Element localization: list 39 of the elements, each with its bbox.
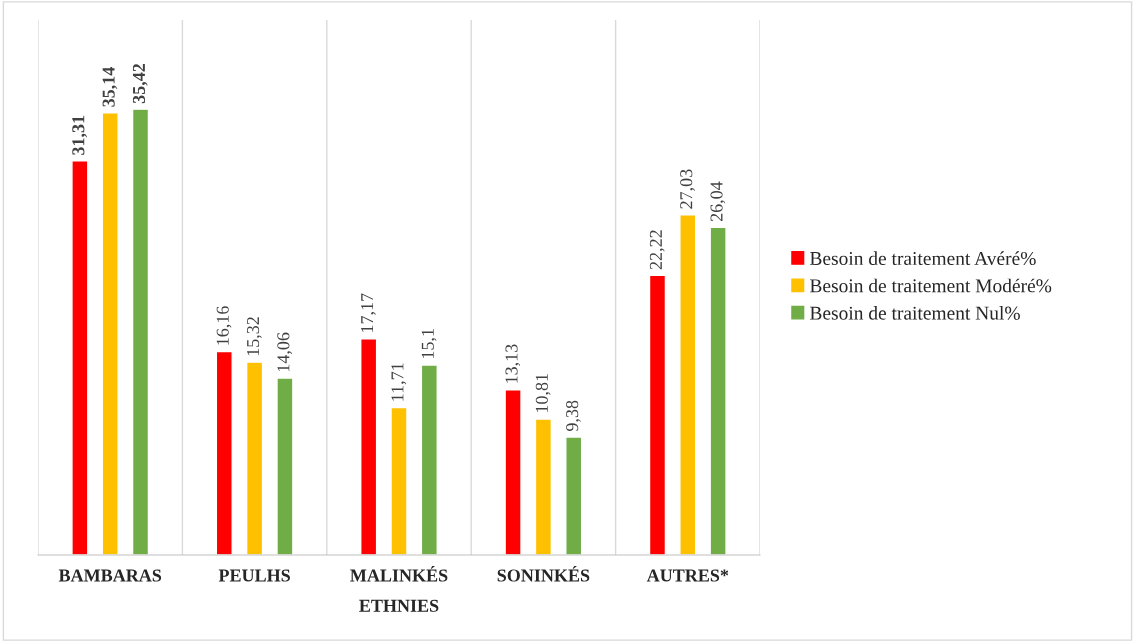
bar <box>71 160 89 555</box>
legend-label: Besoin de traitement Modéré% <box>810 278 1052 293</box>
legend-label: Besoin de traitement Avéré% <box>810 251 1036 266</box>
data-label: 15,32 <box>246 317 262 356</box>
data-label: 26,04 <box>710 181 726 222</box>
bar <box>679 214 697 555</box>
bar <box>504 389 522 555</box>
bar <box>709 226 727 555</box>
bar <box>390 406 408 555</box>
data-label: 35,42 <box>132 63 148 104</box>
data-label: 15,1 <box>421 329 437 358</box>
bar <box>648 274 667 555</box>
data-label: 11,71 <box>391 363 407 401</box>
bar <box>101 111 119 555</box>
data-label: 17,17 <box>361 293 376 332</box>
x-tick-label: AUTRES* <box>646 569 729 582</box>
data-label: 27,03 <box>680 169 695 209</box>
bar <box>565 436 583 555</box>
bar <box>276 377 294 555</box>
bar <box>245 361 264 555</box>
bar <box>215 350 233 555</box>
x-tick-label: BAMBARAS <box>58 569 162 582</box>
data-label: 10,81 <box>535 374 551 412</box>
data-label: 22,22 <box>649 230 665 270</box>
data-label: 35,14 <box>102 67 118 107</box>
x-tick-label: PEULHS <box>218 569 290 582</box>
bar <box>131 108 150 555</box>
data-label: 14,06 <box>277 332 293 372</box>
data-label: 31,31 <box>72 115 88 155</box>
x-tick-label: SONINKÉS <box>497 565 590 582</box>
data-label: 13,13 <box>505 344 521 383</box>
data-label: 16,16 <box>216 306 232 345</box>
data-label: 9,38 <box>566 400 581 431</box>
x-axis-title: ETHNIES <box>359 599 439 612</box>
bar <box>360 338 378 555</box>
x-tick-label: MALINKÉS <box>350 565 448 582</box>
legend-label: Besoin de traitement Nul% <box>810 306 1020 320</box>
bar <box>534 418 553 555</box>
bar <box>420 364 438 555</box>
